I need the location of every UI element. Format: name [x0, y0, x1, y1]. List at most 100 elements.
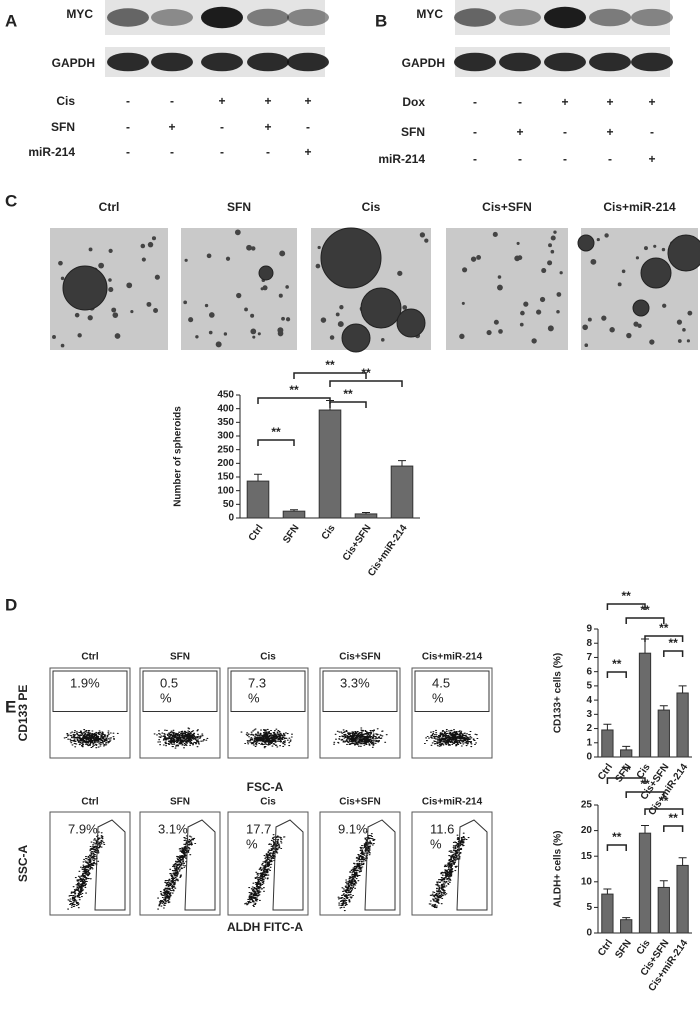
treatment-mark: -	[473, 125, 477, 139]
cell	[223, 332, 228, 336]
band	[201, 6, 243, 29]
cell	[493, 319, 499, 325]
cell	[550, 249, 555, 254]
cell	[380, 338, 385, 342]
cell	[77, 333, 82, 338]
significance-bracket	[293, 372, 367, 379]
y-tick-label: 150	[217, 472, 234, 483]
treatment-mark: -	[126, 145, 130, 159]
gate	[272, 819, 304, 911]
blot-label: GAPDH	[52, 56, 95, 70]
significance-label: **	[271, 425, 281, 439]
treatment-label: miR-214	[378, 152, 425, 166]
cell	[686, 339, 690, 343]
gate-percent: 17.7	[246, 821, 271, 836]
x-tick-label: Ctrl	[247, 523, 266, 544]
gate-percent: %	[248, 690, 260, 705]
treatment-mark: +	[606, 95, 613, 109]
error-bar	[659, 880, 668, 888]
cell	[547, 260, 553, 266]
treatment-mark: +	[561, 95, 568, 109]
cell	[88, 247, 93, 252]
y-tick-label: 0	[228, 513, 234, 524]
cell	[556, 292, 562, 297]
bar	[601, 729, 614, 758]
bar	[620, 749, 633, 758]
cell	[320, 317, 327, 323]
cell	[108, 248, 113, 253]
cell	[609, 327, 615, 333]
cell	[676, 319, 683, 325]
bar	[390, 465, 414, 519]
bar	[354, 513, 378, 519]
cell	[582, 324, 588, 331]
significance-bracket	[257, 439, 295, 446]
error-bar	[622, 745, 631, 750]
gate	[414, 670, 490, 712]
y-axis-label: ALDH+ cells (%)	[553, 831, 564, 908]
error-bar	[678, 685, 687, 693]
cell	[277, 327, 284, 334]
treatment-mark: +	[304, 94, 311, 108]
cell	[141, 257, 146, 262]
treatment-mark: -	[608, 152, 612, 166]
cell	[244, 307, 248, 312]
cell	[497, 284, 503, 291]
band	[151, 52, 193, 72]
gate	[184, 819, 216, 911]
plot-title: Ctrl	[81, 797, 98, 808]
significance-label: **	[612, 830, 622, 844]
treatment-mark: +	[264, 120, 271, 134]
y-tick-label: 5	[586, 902, 592, 913]
cell	[462, 267, 468, 273]
image-title: Cis	[362, 200, 381, 214]
image-title: Cis+SFN	[482, 200, 532, 214]
event-dots	[157, 835, 197, 910]
cell	[260, 287, 264, 291]
significance-label: **	[640, 603, 650, 617]
treatment-mark: +	[516, 125, 523, 139]
error-bar	[622, 917, 631, 920]
cell	[556, 310, 560, 314]
treatment-mark: +	[304, 145, 311, 159]
cell	[643, 246, 648, 251]
bar	[657, 886, 670, 934]
cell	[531, 338, 537, 344]
plot-title: Cis	[260, 652, 276, 663]
bar	[601, 893, 614, 934]
band	[589, 52, 631, 72]
gate-percent: 1.9%	[70, 675, 100, 690]
y-tick-label: 1	[586, 737, 592, 748]
band	[544, 52, 586, 72]
cell	[130, 309, 134, 314]
cell	[476, 254, 482, 260]
significance-bracket	[663, 825, 684, 832]
y-axis-label: CD133+ cells (%)	[553, 653, 564, 733]
y-tick-label: 350	[217, 417, 234, 428]
treatment-mark: -	[170, 94, 174, 108]
gate-percent: 4.5	[432, 675, 450, 690]
y-tick-label: 50	[223, 499, 235, 510]
y-axis-label: Number of spheroids	[173, 406, 184, 507]
event-dots	[240, 728, 293, 749]
band	[151, 9, 193, 26]
error-bar	[641, 824, 649, 834]
cell	[516, 241, 520, 245]
band	[499, 52, 541, 72]
significance-bracket	[663, 650, 684, 657]
y-tick-label: 3	[586, 709, 592, 720]
cell	[520, 310, 525, 316]
y-tick-label: 10	[581, 876, 593, 887]
x-tick-label: Cis	[320, 523, 338, 542]
cell	[649, 339, 655, 345]
cell	[111, 307, 117, 313]
cell	[52, 335, 56, 339]
x-tick-label: Ctrl	[596, 762, 615, 783]
cell	[236, 292, 242, 299]
bar	[246, 480, 270, 519]
cell	[60, 343, 65, 348]
cell	[536, 309, 542, 315]
cell	[339, 305, 344, 310]
significance-bracket	[644, 635, 684, 642]
panel-letter: B	[375, 11, 387, 30]
